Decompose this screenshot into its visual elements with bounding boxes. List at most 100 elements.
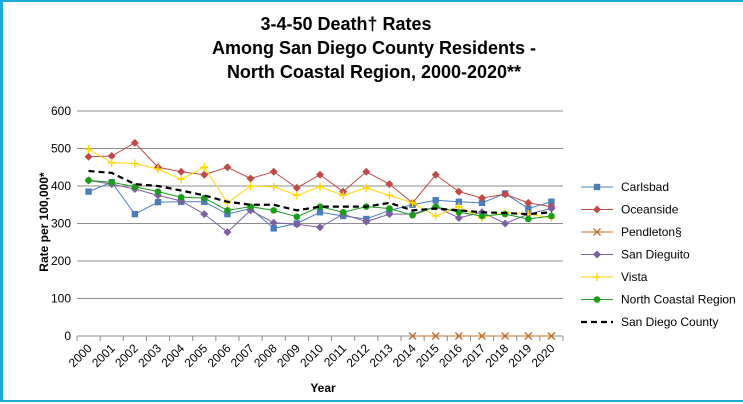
- data-point: [548, 212, 555, 220]
- data-point: [270, 225, 277, 232]
- data-point: [154, 198, 162, 206]
- data-point: [85, 177, 92, 184]
- data-point: [478, 199, 486, 207]
- legend-item: San Diego County: [581, 315, 718, 329]
- legend-item: Oceanside: [581, 203, 679, 217]
- x-tick-label: 2020: [529, 341, 558, 370]
- data-point: [223, 198, 232, 207]
- data-point: [177, 193, 185, 201]
- data-point: [431, 170, 440, 179]
- data-point: [386, 205, 393, 212]
- series-north-coastal-region: [85, 177, 555, 223]
- x-tick-label: 2018: [482, 341, 511, 370]
- data-point: [108, 178, 116, 186]
- data-point: [431, 332, 440, 340]
- x-tick-label: 2015: [413, 341, 442, 370]
- series-group: [84, 138, 556, 340]
- data-point: [107, 152, 116, 160]
- data-point: [177, 167, 186, 176]
- data-point: [177, 175, 186, 184]
- data-point: [269, 167, 278, 176]
- data-point: [478, 332, 486, 340]
- x-tick-label: 2013: [367, 341, 396, 370]
- data-point: [409, 211, 416, 219]
- data-point: [362, 167, 371, 176]
- x-tick-label: 2007: [228, 341, 257, 370]
- data-point: [524, 198, 533, 207]
- data-point: [454, 332, 463, 340]
- data-point: [454, 187, 463, 196]
- x-tick-label: 2002: [112, 341, 141, 370]
- data-point: [385, 180, 394, 189]
- legend-item: Carlsbad: [581, 180, 669, 194]
- data-point: [385, 210, 394, 219]
- x-tick-labels: 2000200120022003200420052006200720082009…: [66, 341, 558, 370]
- data-point: [269, 218, 278, 227]
- data-point: [316, 170, 324, 179]
- data-point: [84, 152, 93, 161]
- data-point: [339, 208, 347, 216]
- y-tick-label: 100: [51, 292, 71, 306]
- x-tick-label: 2011: [321, 341, 349, 369]
- x-axis-title: Year: [310, 381, 336, 395]
- data-point: [593, 228, 601, 236]
- data-point: [154, 165, 162, 174]
- legend-item: Pendleton§: [581, 225, 682, 239]
- data-point: [501, 190, 510, 199]
- data-point: [130, 159, 139, 168]
- data-point: [246, 174, 255, 183]
- data-point: [223, 228, 232, 237]
- data-point: [524, 332, 533, 340]
- data-point: [200, 210, 209, 219]
- y-tick-label: 200: [51, 254, 71, 268]
- data-point: [339, 191, 348, 200]
- data-point: [270, 207, 278, 214]
- data-point: [200, 163, 209, 172]
- legend-label: Pendleton§: [621, 225, 682, 239]
- y-tick-label: 500: [51, 142, 71, 156]
- y-tick-label: 0: [64, 329, 71, 343]
- x-tick-label: 2003: [135, 341, 164, 370]
- x-tick-label: 2019: [506, 341, 535, 370]
- data-point: [548, 198, 555, 205]
- data-point: [431, 212, 440, 220]
- legend-label: San Dieguito: [621, 248, 690, 262]
- series-line: [88, 169, 552, 216]
- y-tick-label: 400: [51, 179, 71, 193]
- x-tick-label: 2001: [89, 341, 118, 370]
- data-point: [84, 145, 93, 154]
- legend-label: Oceanside: [621, 203, 679, 217]
- y-tick-labels: 0 100 200 300 400 500 600: [51, 104, 71, 343]
- legend-label: North Coastal Region: [621, 293, 736, 307]
- data-point: [547, 204, 556, 213]
- legend-label: Vista: [621, 270, 648, 284]
- data-point: [269, 182, 278, 191]
- data-point: [316, 203, 324, 210]
- legend: Carlsbad Oceanside Pendleton§ San Dieguito V…: [581, 180, 736, 329]
- data-point: [362, 217, 371, 226]
- data-point: [293, 213, 301, 221]
- data-point: [524, 215, 532, 223]
- chart-title-line-2: Among San Diego County Residents -: [212, 38, 536, 58]
- data-point: [593, 296, 601, 303]
- x-tick-label: 2016: [436, 341, 465, 370]
- data-point: [130, 138, 139, 147]
- data-point: [525, 205, 532, 212]
- legend-item: San Dieguito: [581, 248, 690, 262]
- data-point: [201, 198, 208, 205]
- series-pendleton-: [408, 332, 556, 340]
- data-point: [246, 182, 255, 190]
- data-point: [455, 198, 463, 205]
- data-point: [501, 332, 510, 340]
- x-tick-label: 2009: [274, 341, 303, 370]
- chart-title: 3-4-50 Death† Rates Among San Diego Coun…: [212, 14, 536, 82]
- x-tick-label: 2010: [297, 341, 326, 370]
- data-point: [547, 332, 556, 340]
- x-tick-label: 2004: [158, 341, 187, 370]
- data-point: [292, 220, 301, 229]
- data-point: [131, 210, 139, 218]
- data-point: [200, 170, 209, 179]
- data-point: [154, 188, 162, 195]
- x-tick-label: 2000: [66, 341, 95, 370]
